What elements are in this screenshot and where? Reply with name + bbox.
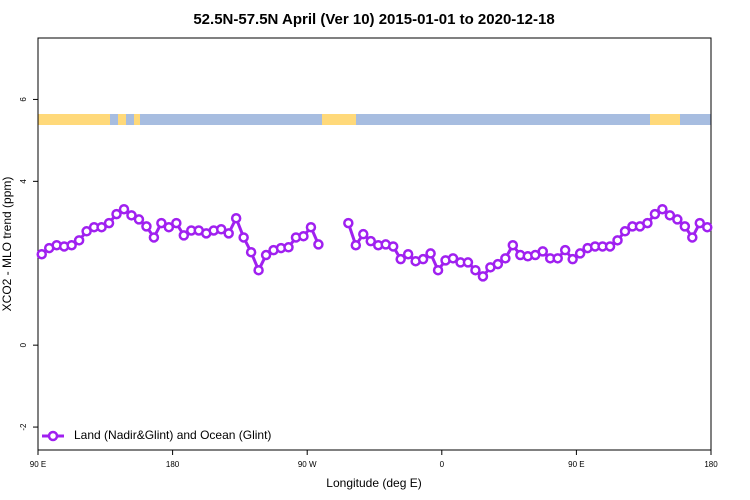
- data-point: [350, 239, 362, 251]
- data-point: [425, 248, 436, 259]
- data-point: [118, 203, 130, 215]
- data-point: [215, 224, 227, 235]
- surface-strip: [38, 114, 711, 125]
- data-point: [567, 253, 578, 265]
- legend-label: Land (Nadir&Glint) and Ocean (Glint): [74, 428, 271, 442]
- data-point: [148, 232, 160, 243]
- x-tick-label: 90 E: [30, 460, 46, 469]
- data-point: [141, 221, 152, 232]
- data-point: [387, 241, 399, 252]
- data-point: [417, 253, 429, 265]
- y-tick-label: -2: [19, 423, 28, 431]
- data-point: [126, 210, 137, 221]
- data-point: [477, 271, 489, 282]
- data-point: [223, 228, 234, 239]
- data-point: [133, 214, 145, 225]
- data-point: [238, 232, 249, 243]
- data-point: [664, 210, 676, 221]
- data-point: [103, 217, 115, 229]
- data-point: [604, 241, 616, 252]
- x-tick-label: 90 E: [568, 460, 584, 469]
- x-tick-label: 180: [166, 460, 180, 469]
- data-point: [462, 257, 474, 268]
- data-point: [283, 242, 294, 253]
- data-point: [657, 203, 668, 215]
- data-point: [679, 221, 691, 232]
- data-point: [574, 248, 586, 259]
- x-tick-label: 0: [440, 460, 445, 469]
- data-point: [642, 217, 653, 229]
- data-point: [178, 230, 190, 241]
- data-point: [619, 226, 631, 237]
- data-point: [552, 253, 563, 264]
- data-point: [73, 235, 85, 246]
- chart-title: 52.5N-57.5N April (Ver 10) 2015-01-01 to…: [193, 11, 554, 28]
- data-point: [432, 264, 444, 276]
- plot-frame: [37, 37, 712, 451]
- data-point: [156, 217, 167, 229]
- data-point: [36, 248, 47, 260]
- data-point: [702, 221, 713, 233]
- data-point: [395, 253, 406, 265]
- data-point: [343, 217, 354, 229]
- y-tick-label: 0: [19, 342, 28, 347]
- x-tick-label: 180: [704, 460, 718, 469]
- data-point: [111, 208, 122, 220]
- data-point: [298, 230, 309, 242]
- data-point: [447, 253, 459, 264]
- data-point: [66, 239, 77, 251]
- data-point: [81, 226, 92, 237]
- data-point: [612, 235, 623, 246]
- data-point: [470, 264, 481, 276]
- data-point: [402, 248, 414, 260]
- y-tick-label: 4: [19, 179, 28, 184]
- y-axis-label: XCO2 - MLO trend (ppm): [0, 177, 14, 312]
- data-point: [253, 264, 264, 276]
- data-point: [230, 212, 242, 224]
- data-point: [559, 244, 571, 256]
- data-point: [492, 258, 504, 270]
- data-point: [171, 217, 182, 229]
- legend-marker: [47, 430, 59, 442]
- x-tick-label: 90 W: [298, 460, 317, 469]
- data-point: [687, 232, 698, 243]
- data-point: [358, 228, 369, 240]
- data-point: [537, 246, 548, 257]
- data-point: [672, 214, 683, 225]
- data-point: [305, 221, 317, 233]
- data-point: [694, 217, 706, 229]
- data-point: [245, 246, 257, 258]
- data-point: [96, 221, 107, 233]
- data-point: [649, 208, 661, 220]
- x-axis-label: Longitude (deg E): [326, 476, 421, 490]
- data-point: [507, 239, 519, 251]
- data-point: [500, 253, 511, 264]
- data-point: [365, 235, 377, 247]
- data-point: [260, 249, 272, 261]
- y-tick-label: 6: [19, 97, 28, 102]
- data-point: [313, 239, 324, 250]
- data-point: [163, 221, 175, 233]
